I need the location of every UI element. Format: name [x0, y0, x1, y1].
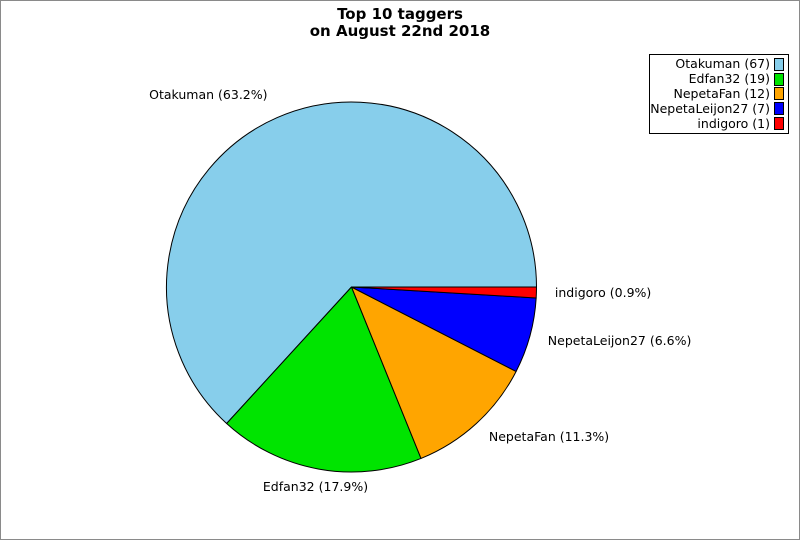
pie-slice-otakuman [166, 101, 537, 424]
legend-label: Otakuman (67) [675, 56, 770, 72]
legend-swatch-icon [774, 117, 784, 131]
chart-title-line2: on August 22nd 2018 [309, 22, 491, 40]
legend-swatch-icon [774, 102, 784, 116]
pie-slice-indigoro [351, 286, 538, 299]
legend-item-edfan32: Edfan32 (19) [652, 72, 784, 86]
legend-item-nepetafan: NepetaFan (12) [652, 85, 784, 101]
pie-slice-edfan32 [226, 286, 422, 473]
legend-label: indigoro (1) [697, 115, 770, 131]
legend-item-nepetaleijon27: NepetaLeijon27 (7) [650, 100, 784, 116]
slice-label-indigoro: indigoro (0.9%) [554, 285, 652, 300]
legend-item-otakuman: Otakuman (67) [652, 57, 784, 71]
pie-slice-nepetafan [351, 286, 517, 459]
slice-label-nepetaleijon27: NepetaLeijon27 (6.6%) [547, 332, 692, 348]
legend-swatch-icon [774, 57, 784, 71]
slice-label-edfan32: Edfan32 (17.9%) [262, 479, 369, 495]
legend: Otakuman (67) Edfan32 (19) NepetaFan (12) N… [649, 54, 789, 134]
legend-swatch-icon [774, 72, 784, 86]
slice-label-nepetafan: NepetaFan (11.3%) [488, 429, 610, 445]
legend-label: Edfan32 (19) [688, 71, 770, 87]
chart-title-line1: Top 10 taggers [337, 5, 463, 23]
chart-title: Top 10 taggers on August 22nd 2018 [1, 6, 799, 40]
legend-swatch-icon [774, 87, 784, 101]
legend-label: NepetaFan (12) [673, 85, 770, 101]
legend-label: NepetaLeijon27 (7) [650, 100, 770, 116]
slice-label-otakuman: Otakuman (63.2%) [149, 86, 268, 102]
legend-item-indigoro: indigoro (1) [652, 115, 784, 131]
